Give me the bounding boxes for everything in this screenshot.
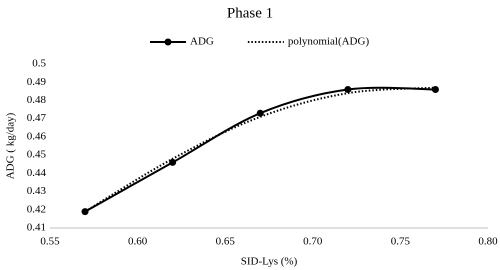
y-tick-label: 0.41 (27, 222, 46, 234)
x-axis-label: SID-Lys (%) (241, 256, 298, 268)
y-tick-label: 0.42 (27, 203, 46, 215)
x-tick-label: 0.75 (391, 236, 411, 248)
y-tick-label: 0.48 (27, 94, 47, 106)
y-tick-label: 0.45 (27, 149, 47, 161)
y-tick-label: 0.47 (27, 112, 47, 124)
y-tick-label: 0.43 (27, 185, 47, 197)
y-tick-label: 0.46 (27, 130, 47, 142)
series-line (84, 86, 436, 213)
data-point (169, 158, 177, 166)
x-tick-label: 0.70 (303, 236, 323, 248)
data-point (431, 86, 439, 94)
legend-label: polynomial(ADG) (288, 36, 370, 48)
data-point (256, 109, 264, 117)
x-tick-label: 0.65 (216, 236, 236, 248)
y-tick-label: 0.5 (32, 58, 46, 70)
data-point (344, 86, 352, 94)
y-tick-label: 0.49 (27, 76, 47, 88)
x-tick-label: 0.80 (478, 236, 498, 248)
y-tick-label: 0.44 (27, 167, 47, 179)
legend-label: ADG (190, 36, 214, 48)
x-tick-label: 0.55 (40, 236, 60, 248)
series-line (84, 86, 436, 213)
legend-marker (164, 38, 172, 46)
x-tick-label: 0.60 (128, 236, 148, 248)
y-axis-label: ADG ( kg/day) (5, 112, 17, 179)
chart-title: Phase 1 (227, 5, 273, 21)
